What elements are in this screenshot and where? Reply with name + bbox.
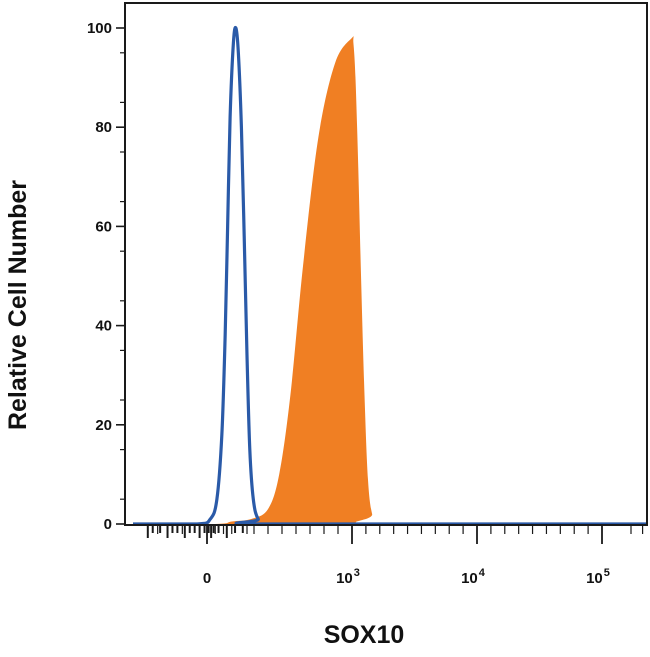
series-1-filled-histogram	[133, 36, 647, 525]
series-0-outline-histogram	[133, 25, 647, 525]
series-layer	[133, 25, 647, 525]
y-tick-label-80: 80	[95, 119, 112, 136]
x-tick-label-1000: 103	[336, 567, 360, 587]
y-tick-label-20: 20	[95, 417, 112, 434]
plot-frame	[124, 2, 648, 526]
y-tick-label-100: 100	[87, 20, 112, 37]
y-tick-label-0: 0	[104, 516, 112, 533]
y-tick-label-40: 40	[95, 318, 112, 335]
x-minor-ticks	[157, 525, 644, 534]
x-tick-label-0: 0	[203, 570, 211, 587]
y-axis-ticks: 0 20 40 60 80 100	[87, 20, 125, 533]
y-tick-label-60: 60	[95, 218, 112, 235]
y-axis-title: Relative Cell Number	[4, 180, 32, 430]
x-axis-ticks: 0 103 104 105	[203, 525, 610, 587]
x-tick-label-100000: 105	[586, 567, 610, 587]
x-axis-title: SOX10	[324, 621, 405, 649]
x-tick-label-10000: 104	[461, 567, 486, 587]
baseline-ticks	[146, 525, 244, 538]
